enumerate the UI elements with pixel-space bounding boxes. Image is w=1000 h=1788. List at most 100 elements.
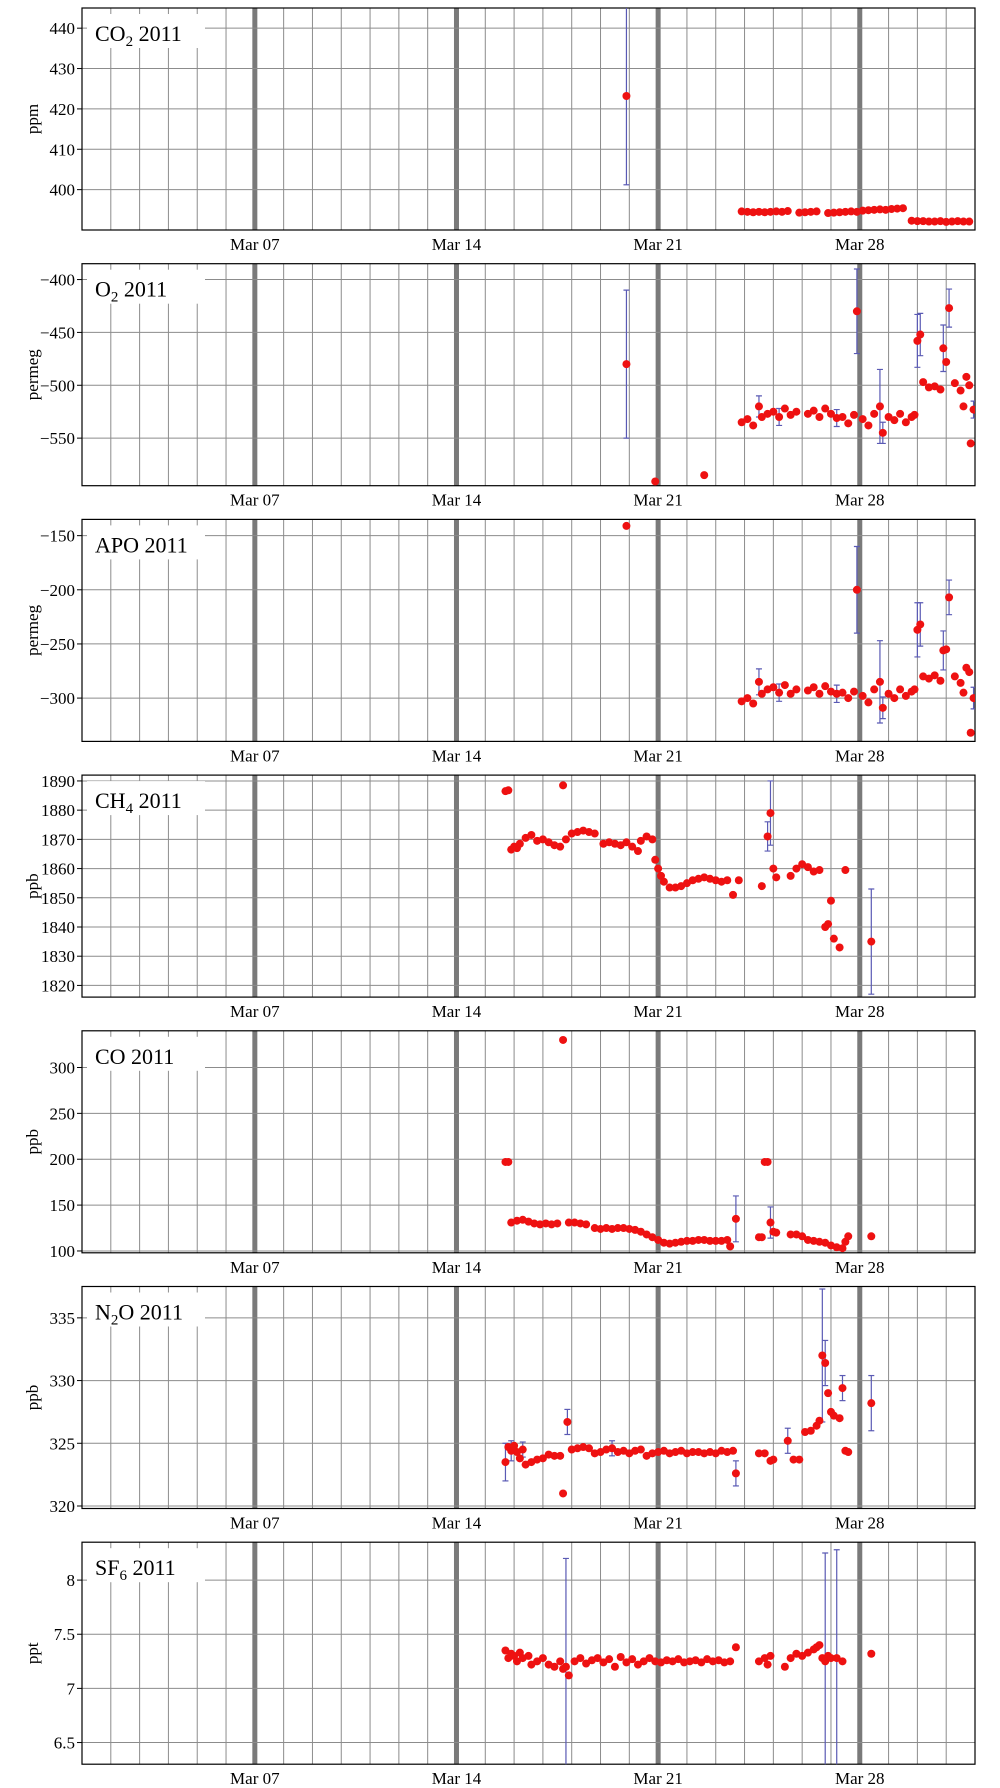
data-point [769, 407, 778, 416]
x-tick-label: Mar 28 [835, 235, 885, 254]
data-point [561, 835, 570, 844]
data-point [916, 330, 925, 339]
data-point [723, 876, 732, 885]
data-point [622, 91, 631, 100]
chart-panel-3: 1820 1830 1840 1850 1860 1870 1880 1890 Mar 07 Ma… [23, 772, 976, 1021]
data-point [636, 1445, 645, 1454]
data-point [910, 410, 919, 419]
x-tick-label: Mar 07 [230, 491, 280, 510]
data-point [792, 407, 801, 416]
data-point [608, 1444, 617, 1453]
chart-panel-4: 100 150 200 250 300 Mar 07 Mar 14 Mar 21 Mar 28 p… [23, 1030, 976, 1277]
y-axis-label: permeg [23, 349, 42, 400]
data-point [847, 207, 856, 216]
data-point [826, 1654, 835, 1663]
title-background [87, 1292, 205, 1327]
data-point [821, 404, 830, 413]
data-point [867, 1232, 876, 1241]
data-point [812, 207, 821, 216]
data-point [815, 1641, 824, 1650]
data-point [858, 691, 867, 700]
data-point [815, 412, 824, 421]
data-point [953, 217, 962, 226]
data-point [936, 385, 945, 394]
y-tick-label: 7.5 [54, 1625, 75, 1644]
plot-area [82, 263, 975, 486]
plot-area [82, 775, 975, 998]
y-tick-label: 325 [50, 1434, 76, 1453]
data-point [749, 208, 758, 217]
x-tick-label: Mar 28 [835, 1002, 885, 1021]
data-point [723, 1235, 732, 1244]
title-background [87, 781, 205, 816]
plot-frame [81, 518, 976, 743]
data-point [688, 1448, 697, 1457]
y-tick-label: −450 [40, 323, 75, 342]
y-tick-label: −550 [40, 429, 75, 448]
title-subscript: 2 [111, 290, 119, 306]
data-point [682, 1236, 691, 1245]
data-point [729, 1446, 738, 1455]
data-point [959, 217, 968, 226]
data-point [875, 402, 884, 411]
data-point [743, 694, 752, 703]
data-point [726, 1242, 735, 1251]
title-background [87, 525, 205, 560]
x-tick-label: Mar 14 [432, 1769, 482, 1788]
data-point [835, 208, 844, 217]
y-tick-label: 1850 [41, 889, 75, 908]
data-point [850, 410, 859, 419]
panel-title: CH4 2011 [95, 788, 182, 817]
title-rest: 2011 [127, 1555, 176, 1580]
x-tick-label: Mar 07 [230, 1002, 280, 1021]
data-point [907, 216, 916, 225]
title-main: SF [95, 1555, 119, 1580]
data-point [705, 1236, 714, 1245]
data-point [864, 421, 873, 430]
data-point [896, 685, 905, 694]
y-tick-label: 335 [50, 1309, 76, 1328]
x-tick-label: Mar 14 [432, 491, 482, 510]
data-point [878, 428, 887, 437]
data-point [795, 1455, 804, 1464]
data-point [864, 698, 873, 707]
data-point [841, 866, 850, 875]
data-point [815, 866, 824, 875]
panel-title: APO 2011 [95, 532, 188, 557]
panel-title: N2O 2011 [95, 1300, 183, 1329]
x-tick-label: Mar 14 [432, 1258, 482, 1277]
title-background [87, 269, 205, 304]
plot-area [82, 8, 975, 230]
data-point [766, 207, 775, 216]
data-point [867, 937, 876, 946]
data-point [553, 1219, 562, 1228]
data-point [852, 585, 861, 594]
data-point [593, 1654, 602, 1663]
data-point [898, 204, 907, 213]
data-point [563, 1417, 572, 1426]
data-point [838, 1244, 847, 1253]
data-point [829, 934, 838, 943]
data-point [870, 409, 879, 418]
y-tick-label: 1870 [41, 830, 75, 849]
x-tick-label: Mar 28 [835, 1769, 885, 1788]
y-tick-label: 300 [50, 1058, 76, 1077]
chart-panel-6: 6.5 7 7.5 8 Mar 07 Mar 14 Mar 21 Mar 28 ppt SF6 2… [23, 1541, 976, 1788]
x-tick-label: Mar 14 [432, 235, 482, 254]
y-tick-label: 150 [50, 1196, 76, 1215]
data-point [875, 205, 884, 214]
data-point [829, 208, 838, 217]
x-tick-label: Mar 21 [633, 1769, 683, 1788]
data-point [729, 890, 738, 899]
data-point [622, 521, 631, 530]
y-tick-label: 250 [50, 1104, 76, 1123]
y-tick-label: 330 [50, 1372, 76, 1391]
data-point [965, 381, 974, 390]
data-point [763, 1660, 772, 1669]
data-point [870, 205, 879, 214]
y-tick-label: −400 [40, 271, 75, 290]
data-point [636, 836, 645, 845]
plot-frame [81, 263, 976, 487]
title-main: CO 2011 [95, 1044, 174, 1069]
